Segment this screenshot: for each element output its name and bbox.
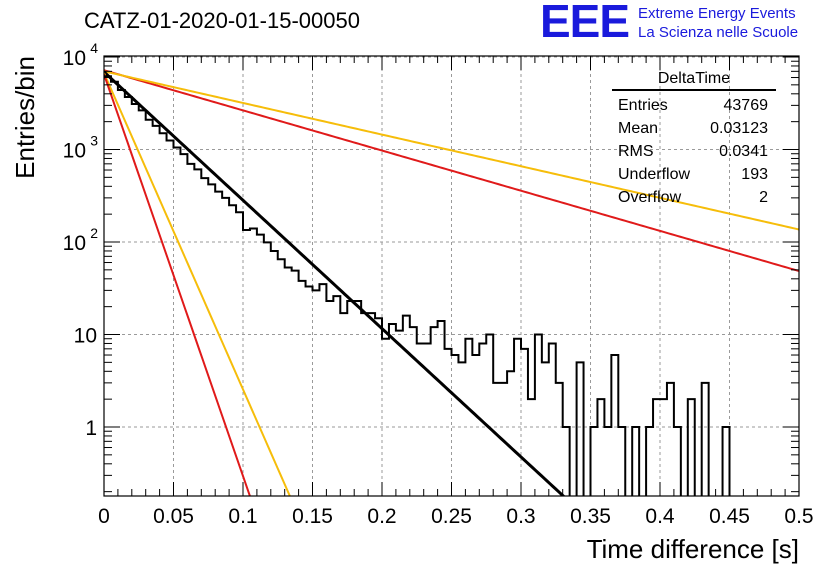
axes: 0 0.05 0.1 0.15 0.2 0.25 0.3 0.35 0.4 0.45 0.5 1 10 1…	[63, 40, 814, 528]
x-tick-label: 0.4	[645, 505, 675, 528]
stats-row: Overflow 2	[612, 186, 776, 209]
y-tick-exponent: 3	[90, 133, 98, 149]
x-tick-label: 0	[98, 505, 110, 528]
y-tick-label: 10	[63, 232, 86, 255]
stats-row: Entries 43769	[612, 94, 776, 117]
stats-label: Underflow	[618, 166, 691, 183]
stats-label: Mean	[618, 120, 659, 137]
reference-curve	[104, 73, 251, 496]
stats-row: Underflow 193	[612, 163, 776, 186]
fit-curve	[104, 70, 566, 496]
reference-curve	[104, 72, 291, 496]
logo-mark: EEE	[540, 0, 630, 47]
y-tick-label: 10	[74, 325, 97, 348]
chart-title: CATZ-01-2020-01-15-00050	[84, 8, 360, 33]
y-tick-label: 10	[63, 47, 86, 70]
logo-line-1: Extreme Energy Events	[638, 5, 796, 22]
x-axis-label: Time difference [s]	[587, 534, 799, 564]
histogram	[104, 75, 731, 496]
x-tick-label: 0.25	[431, 505, 472, 528]
y-tick-exponent: 2	[90, 225, 98, 241]
stats-label: Overflow	[618, 189, 682, 206]
x-tick-label: 0.15	[292, 505, 333, 528]
y-tick-label: 1	[85, 417, 97, 440]
x-tick-label: 0.05	[153, 505, 194, 528]
y-tick-label: 10	[63, 140, 86, 163]
stats-value: 0.0341	[719, 143, 768, 160]
stats-value: 0.03123	[710, 120, 768, 137]
x-tick-label: 0.2	[367, 505, 396, 528]
x-tick-label: 0.3	[506, 505, 535, 528]
stats-title: DeltaTime	[612, 70, 776, 91]
x-tick-label: 0.45	[709, 505, 750, 528]
x-tick-label: 0.5	[784, 505, 813, 528]
y-axis-label: Entries/bin	[10, 56, 40, 179]
stats-value: 43769	[723, 97, 769, 114]
stats-label: RMS	[618, 143, 654, 160]
reference-curve	[104, 70, 799, 231]
reference-curve	[104, 69, 799, 273]
stats-label: Entries	[618, 97, 668, 114]
stats-value: 2	[759, 189, 768, 206]
x-tick-label: 0.35	[570, 505, 611, 528]
reference-curves	[104, 69, 799, 496]
x-tick-label: 0.1	[228, 505, 257, 528]
stats-value: 193	[741, 166, 768, 183]
stats-box: DeltaTime Entries 43769 Mean 0.03123 RMS…	[612, 70, 776, 209]
logo-line-2: La Scienza nelle Scuole	[638, 24, 799, 41]
stats-row: RMS 0.0341	[612, 140, 776, 163]
stats-row: Mean 0.03123	[612, 117, 776, 140]
y-tick-exponent: 4	[90, 40, 98, 56]
eee-logo: EEE Extreme Energy Events La Scienza nel…	[540, 0, 834, 47]
